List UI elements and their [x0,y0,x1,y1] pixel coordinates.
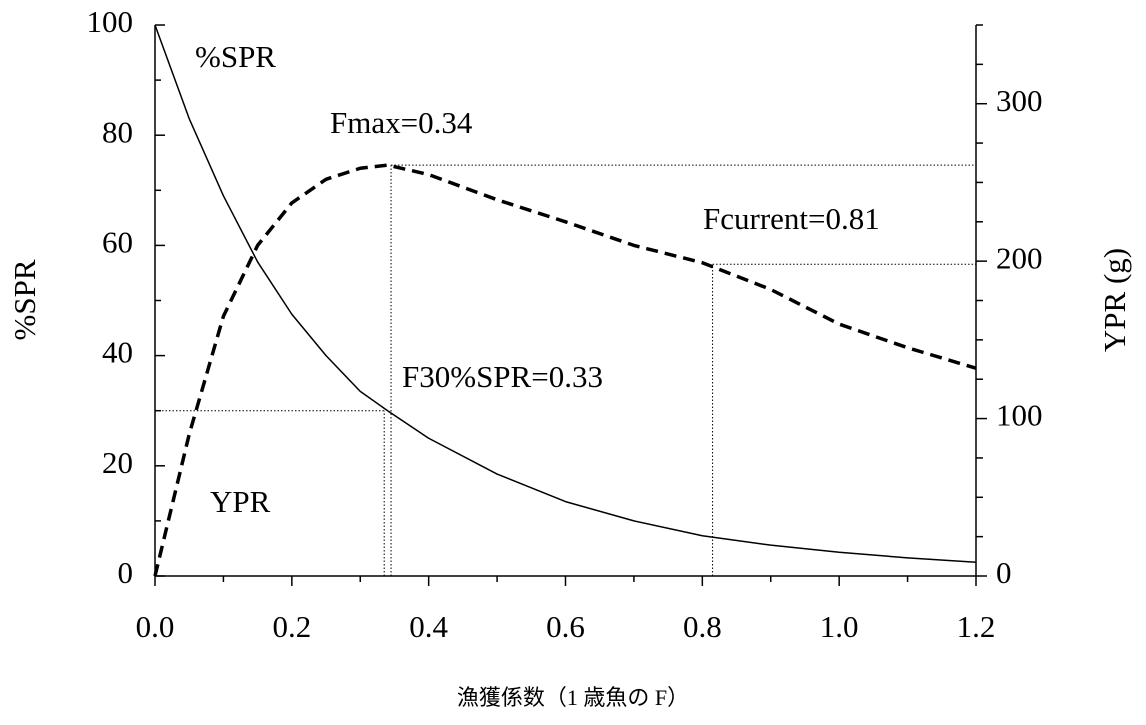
y-tick-label: 40 [102,335,133,370]
series-label: %SPR [195,39,276,74]
y-tick-label: 80 [102,114,133,149]
line-series [154,24,977,563]
y2-tick-label: 200 [996,240,1043,275]
y-tick-label: 100 [87,4,134,39]
line-series [153,163,977,577]
x-tick-label: 1.2 [957,609,996,644]
series-label: YPR [210,484,271,519]
y-tick-label: 0 [118,555,134,590]
y-axis-title: %SPR [7,259,42,340]
y2-axis-title: YPR (g) [1097,248,1132,352]
x-tick-label: 0.2 [272,609,311,644]
x-tick-label: 0.6 [546,609,585,644]
reference-label: Fmax=0.34 [330,105,473,140]
y2-tick-label: 100 [996,398,1043,433]
y2-tick-label: 300 [996,83,1043,118]
x-tick-label: 1.0 [820,609,859,644]
y2-tick-label: 0 [996,555,1012,590]
y-tick-label: 20 [102,445,133,480]
y-tick-label: 60 [102,225,133,260]
reference-label: Fcurrent=0.81 [703,201,880,236]
x-tick-label: 0.0 [136,609,175,644]
x-axis-title: 漁獲係数（1 歳魚の F） [457,685,689,710]
reference-label: F30%SPR=0.33 [402,359,603,394]
x-tick-label: 0.4 [409,609,448,644]
x-tick-label: 0.8 [683,609,722,644]
